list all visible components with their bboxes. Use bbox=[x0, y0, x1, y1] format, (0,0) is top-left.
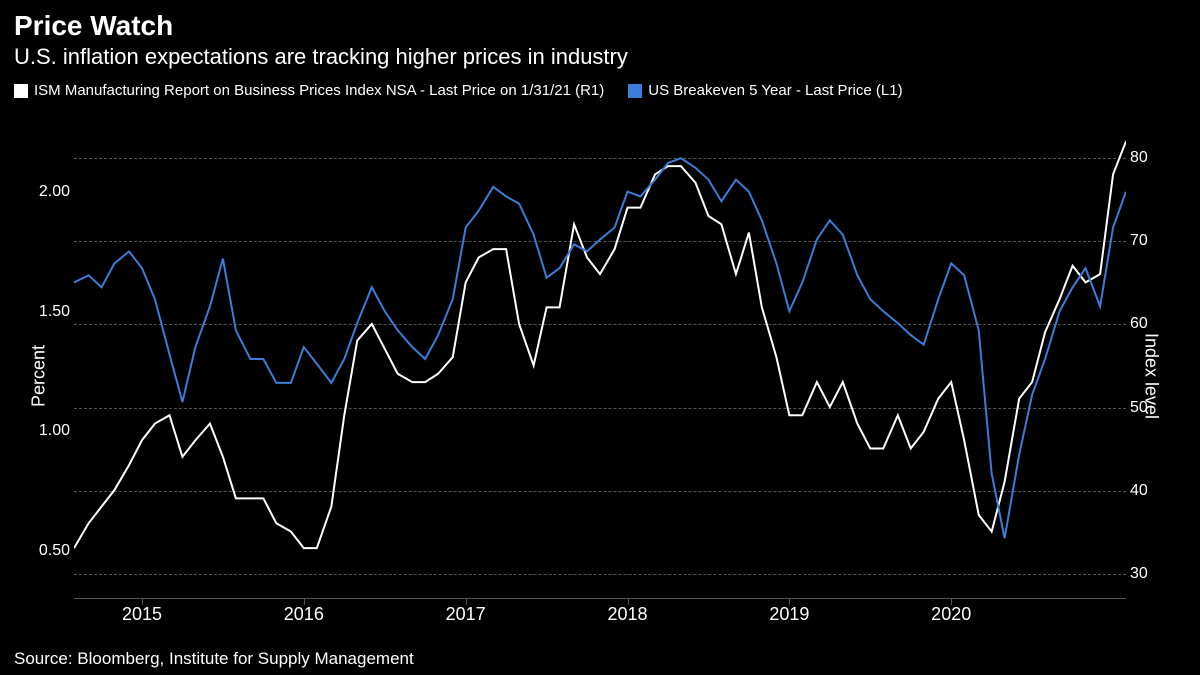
y-right-tick: 60 bbox=[1130, 315, 1164, 333]
legend-swatch-ism bbox=[14, 84, 28, 98]
y-left-tick: 1.00 bbox=[30, 422, 70, 440]
legend-swatch-breakeven bbox=[628, 84, 642, 98]
chart-title: Price Watch bbox=[0, 0, 1200, 44]
y-right-tick: 50 bbox=[1130, 399, 1164, 417]
x-tick-label: 2017 bbox=[446, 604, 486, 625]
y-right-tick: 30 bbox=[1130, 565, 1164, 583]
plot-area bbox=[74, 108, 1126, 599]
x-tick-label: 2019 bbox=[769, 604, 809, 625]
x-tick-label: 2016 bbox=[284, 604, 324, 625]
y-left-tick: 0.50 bbox=[30, 542, 70, 560]
legend-item-breakeven: US Breakeven 5 Year - Last Price (L1) bbox=[628, 82, 902, 99]
series-ism-line bbox=[74, 141, 1126, 548]
chart-area: Percent Index level 0.501.001.502.00 304… bbox=[0, 108, 1200, 643]
x-tick-label: 2015 bbox=[122, 604, 162, 625]
x-tick-label: 2020 bbox=[931, 604, 971, 625]
legend-item-ism: ISM Manufacturing Report on Business Pri… bbox=[14, 82, 604, 99]
y-right-tick: 70 bbox=[1130, 232, 1164, 250]
y-right-tick: 80 bbox=[1130, 149, 1164, 167]
legend-label-ism: ISM Manufacturing Report on Business Pri… bbox=[34, 82, 604, 99]
chart-subtitle: U.S. inflation expectations are tracking… bbox=[0, 44, 1200, 76]
source-attribution: Source: Bloomberg, Institute for Supply … bbox=[14, 649, 414, 669]
y-left-axis-label: Percent bbox=[29, 344, 50, 406]
legend: ISM Manufacturing Report on Business Pri… bbox=[0, 76, 1200, 103]
y-left-tick: 2.00 bbox=[30, 183, 70, 201]
x-tick-label: 2018 bbox=[607, 604, 647, 625]
y-left-tick: 1.50 bbox=[30, 303, 70, 321]
y-right-tick: 40 bbox=[1130, 482, 1164, 500]
legend-label-breakeven: US Breakeven 5 Year - Last Price (L1) bbox=[648, 82, 902, 99]
series-breakeven-line bbox=[74, 158, 1126, 538]
line-chart-svg bbox=[74, 108, 1126, 598]
